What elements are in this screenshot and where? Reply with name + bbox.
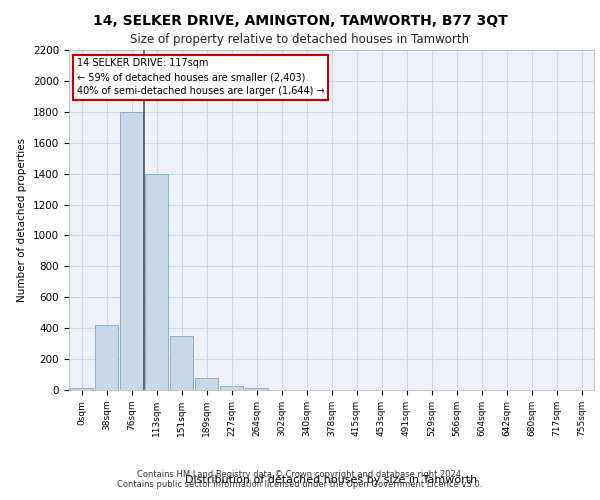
Bar [170, 336, 193, 390]
Text: 14 SELKER DRIVE: 117sqm
← 59% of detached houses are smaller (2,403)
40% of semi: 14 SELKER DRIVE: 117sqm ← 59% of detache… [77, 58, 325, 96]
Y-axis label: Number of detached properties: Number of detached properties [17, 138, 28, 302]
Bar [220, 386, 243, 390]
Text: Contains public sector information licensed under the Open Government Licence v3: Contains public sector information licen… [118, 480, 482, 489]
Text: 14, SELKER DRIVE, AMINGTON, TAMWORTH, B77 3QT: 14, SELKER DRIVE, AMINGTON, TAMWORTH, B7… [92, 14, 508, 28]
X-axis label: Distribution of detached houses by size in Tamworth: Distribution of detached houses by size … [185, 475, 478, 485]
Bar [120, 112, 143, 390]
Bar [195, 378, 218, 390]
Bar [145, 174, 168, 390]
Bar [95, 325, 118, 390]
Bar [70, 388, 93, 390]
Bar [245, 388, 268, 390]
Text: Size of property relative to detached houses in Tamworth: Size of property relative to detached ho… [130, 32, 470, 46]
Text: Contains HM Land Registry data © Crown copyright and database right 2024.: Contains HM Land Registry data © Crown c… [137, 470, 463, 479]
